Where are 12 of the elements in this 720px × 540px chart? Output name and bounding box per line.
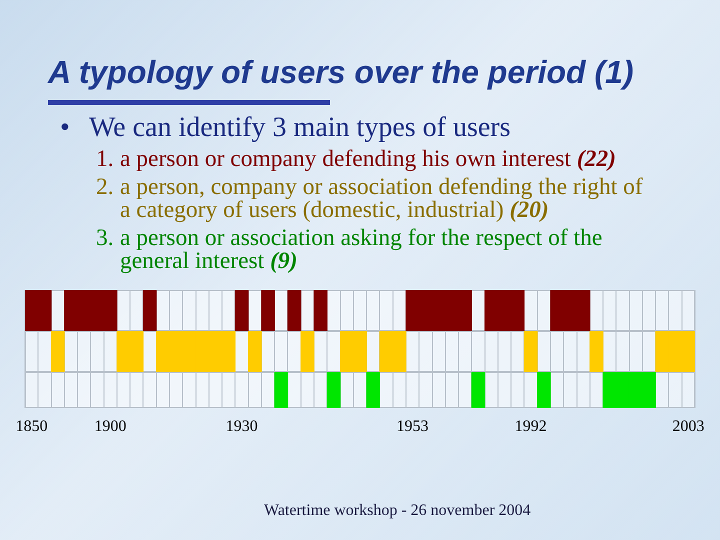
chart-title: A typology of users over the period (1) (48, 54, 634, 91)
x-tick-label: 1900 (94, 418, 126, 435)
chart-subtitle: • We can identify 3 main types of users (60, 112, 511, 144)
text: 1. a person or company defending his own interest (22) (96, 146, 616, 172)
text: Watertime workshop - 26 november 2004 (264, 502, 531, 520)
x-tick-label: 2003 (672, 418, 704, 435)
x-tick-label: 1992 (514, 418, 547, 435)
text: 3. a person or association asking for the respect of the general interest (9) (96, 225, 602, 274)
x-tick-label: 1953 (396, 418, 429, 435)
x-tick-label: 1930 (226, 418, 258, 435)
text: 2. a person, company or association defending the right of a category of users (domestic, industrial) (20) (96, 174, 643, 223)
x-tick-label: 1850 (16, 418, 48, 435)
